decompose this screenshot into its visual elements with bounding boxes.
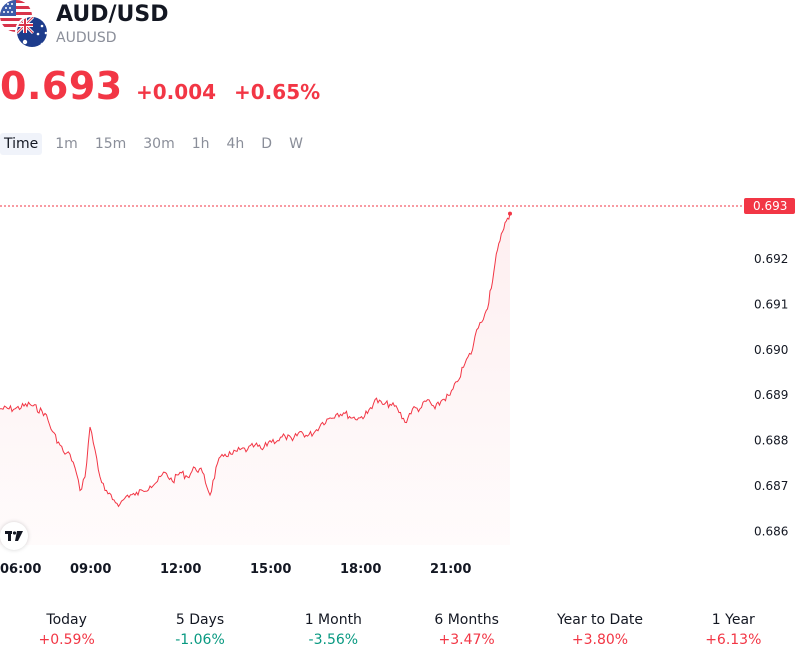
perf-year-to-date[interactable]: Year to Date +3.80%: [533, 610, 666, 654]
perf-value: -3.56%: [308, 632, 359, 648]
symbol-title: AUD/USD: [56, 2, 169, 27]
interval-tabs: Time 1m 15m 30m 1h 4h D W: [0, 132, 316, 156]
price-change-percent: +0.65%: [234, 80, 321, 104]
performance-summary: Today +0.59% 5 Days -1.06% 1 Month -3.56…: [0, 610, 800, 654]
perf-value: +3.80%: [571, 632, 629, 648]
x-tick-label: 06:00: [0, 562, 42, 577]
perf-1-month[interactable]: 1 Month -3.56%: [267, 610, 400, 654]
x-tick-label: 12:00: [160, 562, 202, 577]
price-chart[interactable]: 0.692 0.691 0.690 0.689 0.688 0.687 0.686 0.693: [0, 180, 800, 580]
y-tick-label: 0.686: [754, 524, 788, 538]
tab-w[interactable]: W: [289, 136, 303, 152]
perf-value: +0.59%: [38, 632, 95, 648]
last-price-badge: [744, 198, 795, 214]
tab-time[interactable]: Time: [0, 133, 43, 155]
perf-label: 6 Months: [434, 612, 499, 628]
perf-label: Today: [46, 612, 87, 628]
y-tick-label: 0.691: [754, 297, 788, 311]
perf-label: 1 Year: [711, 612, 755, 628]
tab-15m[interactable]: 15m: [94, 136, 127, 152]
tradingview-logo[interactable]: [0, 522, 28, 550]
tab-4h[interactable]: 4h: [226, 136, 245, 152]
y-tick-label: 0.690: [754, 343, 788, 357]
perf-today[interactable]: Today +0.59%: [0, 610, 133, 654]
symbol-header: AUD/USD AUDUSD: [0, 0, 800, 50]
perf-1-year[interactable]: 1 Year +6.13%: [667, 610, 800, 654]
perf-label: 1 Month: [304, 612, 362, 628]
y-tick-label: 0.689: [754, 388, 788, 402]
y-tick-label: 0.692: [754, 252, 788, 266]
perf-value: +6.13%: [705, 632, 762, 648]
perf-value: +3.47%: [438, 632, 495, 648]
tab-1m[interactable]: 1m: [55, 136, 78, 152]
x-tick-label: 09:00: [70, 562, 112, 577]
perf-label: 5 Days: [175, 612, 225, 628]
tab-d[interactable]: D: [261, 136, 273, 152]
tradingview-logo-icon: [5, 531, 23, 541]
tab-1h[interactable]: 1h: [191, 136, 210, 152]
x-axis: 06:00 09:00 12:00 15:00 18:00 21:00: [0, 562, 800, 578]
tab-30m[interactable]: 30m: [143, 136, 175, 152]
x-tick-label: 21:00: [430, 562, 472, 577]
price-line: [0, 213, 511, 508]
currency-pair-flags: [0, 0, 50, 50]
price-change: +0.004: [136, 80, 217, 104]
quote-row: 0.693 +0.004 +0.65%: [0, 64, 800, 108]
last-price-dot: [508, 211, 512, 216]
symbol-code: AUDUSD: [56, 30, 117, 46]
x-tick-label: 15:00: [250, 562, 292, 577]
price-area: [0, 213, 510, 545]
y-tick-label: 0.687: [754, 479, 788, 493]
last-price-badge-label: 0.693: [753, 199, 787, 213]
perf-value: -1.06%: [175, 632, 225, 648]
perf-label: Year to Date: [556, 612, 643, 628]
perf-5-days[interactable]: 5 Days -1.06%: [133, 610, 266, 654]
au-flag-icon: [15, 15, 49, 49]
y-tick-label: 0.688: [754, 434, 788, 448]
perf-6-months[interactable]: 6 Months +3.47%: [400, 610, 533, 654]
last-price: 0.693: [0, 64, 123, 108]
x-tick-label: 18:00: [340, 562, 382, 577]
